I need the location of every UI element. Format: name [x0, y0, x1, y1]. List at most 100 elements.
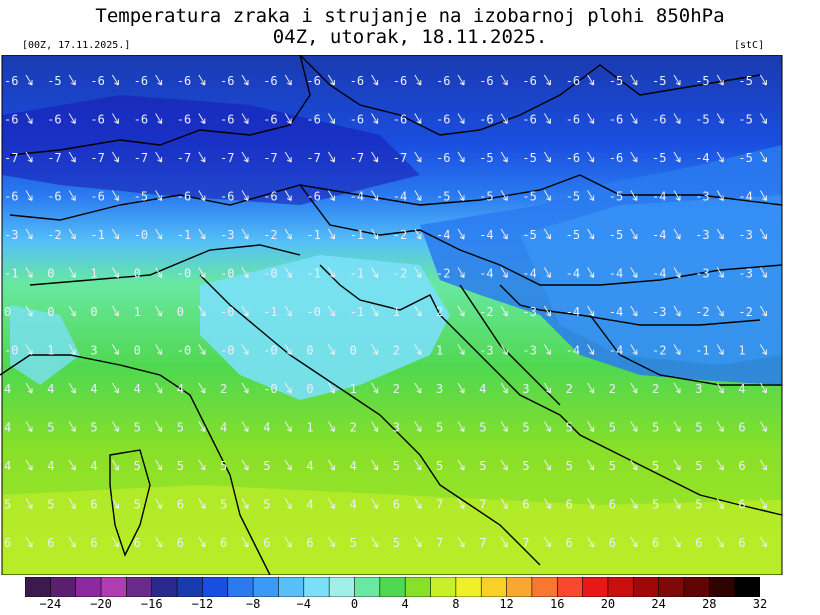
temperature-label: -6 — [566, 151, 580, 165]
wind-arrow — [327, 74, 335, 86]
wind-arrow — [241, 382, 249, 394]
temperature-label: 6 — [522, 498, 529, 512]
temperature-label: -6 — [177, 74, 191, 88]
temperature-label: 1 — [436, 344, 443, 358]
wind-arrow — [111, 344, 119, 355]
wind-arrow — [284, 267, 292, 278]
temperature-label: 5 — [695, 498, 702, 512]
wind-arrow — [68, 421, 76, 432]
temperature-label: -6 — [220, 74, 234, 88]
temperature-label: -6 — [609, 113, 623, 127]
wind-arrow — [25, 151, 33, 163]
temperature-label: -4 — [652, 267, 666, 281]
wind-arrow — [371, 305, 379, 317]
temperature-label: -4 — [738, 190, 752, 204]
wind-arrow — [457, 267, 465, 278]
wind-arrow — [457, 498, 465, 509]
temperature-label: -7 — [134, 151, 148, 165]
wind-arrow — [543, 267, 551, 278]
wind-arrow — [759, 459, 767, 471]
temperature-label: 6 — [566, 536, 573, 550]
wind-arrow — [414, 228, 422, 240]
temperature-label: 5 — [220, 459, 227, 473]
wind-arrow — [587, 151, 595, 163]
wind-arrow — [673, 382, 681, 394]
wind-arrow — [155, 459, 163, 471]
wind-arrow — [198, 267, 206, 278]
temperature-label: -0 — [177, 344, 191, 358]
wind-arrow — [673, 498, 681, 509]
wind-arrow — [284, 228, 292, 240]
wind-arrow — [327, 459, 335, 471]
temperature-label: -6 — [566, 74, 580, 88]
wind-arrow — [759, 190, 767, 201]
temperature-label: -4 — [609, 344, 623, 358]
temperature-label: 5 — [220, 498, 227, 512]
wind-arrow — [198, 421, 206, 432]
temperature-label: -6 — [522, 74, 536, 88]
wind-arrow — [457, 421, 465, 432]
temperature-label: -0 — [220, 305, 234, 319]
temperature-label: 6 — [90, 498, 97, 512]
temperature-label: 2 — [609, 382, 616, 396]
wind-arrow — [457, 344, 465, 355]
temperature-label: -4 — [479, 228, 493, 242]
temperature-label: -6 — [522, 113, 536, 127]
wind-arrow — [25, 344, 33, 355]
wind-arrow — [543, 228, 551, 240]
wind-arrow — [673, 267, 681, 278]
temperature-label: -2 — [652, 344, 666, 358]
temperature-label: -5 — [479, 151, 493, 165]
wind-arrow — [155, 305, 163, 317]
wind-arrow — [327, 190, 335, 201]
temperature-label: 4 — [4, 421, 11, 435]
wind-arrow — [241, 344, 249, 355]
wind-arrow — [284, 421, 292, 432]
temperature-label: -3 — [220, 228, 234, 242]
temperature-label: 4 — [134, 382, 141, 396]
temperature-labels: -6 -5 -6 -6 -6 -6 -6 -6 -6 -6 -6 -6 -6 -6 -5 -5 -5 -5 -6 -6… — [4, 74, 753, 550]
temperature-label: -3 — [4, 228, 18, 242]
legend-swatch — [252, 577, 280, 597]
wind-arrow — [673, 228, 681, 240]
temperature-label: -4 — [522, 267, 536, 281]
temperature-label: -6 — [609, 151, 623, 165]
wind-arrow — [630, 151, 638, 163]
wind-arrow — [371, 421, 379, 432]
wind-arrow — [327, 344, 335, 355]
wind-arrow — [111, 421, 119, 432]
temperature-label: -2 — [393, 267, 407, 281]
wind-arrow — [500, 190, 508, 201]
temperature-label: -0 — [263, 344, 277, 358]
wind-arrow — [111, 305, 119, 317]
temperature-label: -5 — [522, 151, 536, 165]
wind-arrow — [759, 382, 767, 394]
temperature-label: 0 — [134, 267, 141, 281]
legend-swatch — [25, 577, 52, 597]
wind-arrow — [587, 190, 595, 201]
wind-arrow — [500, 382, 508, 394]
wind-arrow — [241, 190, 249, 201]
wind-arrow — [241, 267, 249, 278]
wind-arrow — [327, 421, 335, 432]
temperature-label: -6 — [652, 113, 666, 127]
temperature-label: -5 — [738, 74, 752, 88]
wind-arrow — [241, 74, 249, 86]
wind-arrow — [457, 459, 465, 471]
temperature-label: 6 — [306, 536, 313, 550]
temperature-label: 0 — [350, 344, 357, 358]
temperature-label: -6 — [566, 113, 580, 127]
temperature-label: -6 — [393, 74, 407, 88]
wind-arrow — [371, 228, 379, 240]
wind-arrow — [241, 113, 249, 124]
legend-swatch — [734, 577, 760, 597]
wind-arrow — [716, 305, 724, 317]
temperature-label: 4 — [306, 459, 313, 473]
temperature-label: 4 — [479, 382, 486, 396]
legend-tick: 4 — [401, 597, 409, 611]
wind-arrow — [414, 267, 422, 278]
temperature-label: -3 — [479, 344, 493, 358]
wind-arrow — [759, 536, 767, 548]
temperature-label: -6 — [47, 113, 61, 127]
legend-swatch — [328, 577, 356, 597]
